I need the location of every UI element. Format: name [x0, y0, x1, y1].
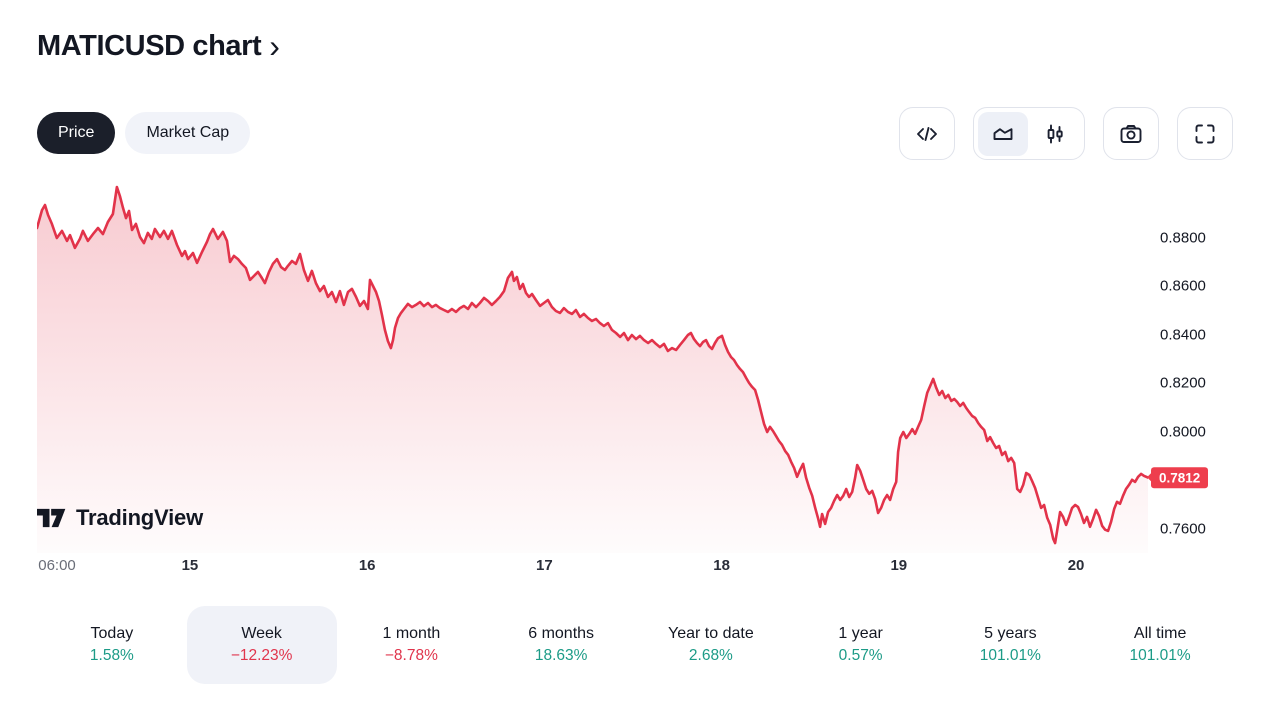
- tradingview-attribution[interactable]: TradingView: [37, 505, 203, 531]
- price-tab[interactable]: Price: [37, 112, 116, 154]
- x-axis-label: 18: [713, 557, 730, 574]
- candlestick-chart-button[interactable]: [1030, 112, 1080, 156]
- area-chart-icon: [993, 127, 1013, 140]
- range-button-week[interactable]: Week −12.23%: [186, 606, 337, 684]
- range-label: All time: [1133, 625, 1187, 642]
- area-fill: [37, 187, 1148, 553]
- y-axis-label: 0.8400: [1160, 326, 1206, 344]
- range-button-5-years[interactable]: 5 years 101.01%: [936, 606, 1086, 684]
- range-label: 5 years: [984, 625, 1037, 642]
- range-button-6-months[interactable]: 6 months 18.63%: [486, 606, 636, 684]
- tradingview-logo-text: TradingView: [76, 505, 203, 530]
- range-button-1-month[interactable]: 1 month −8.78%: [337, 606, 487, 684]
- range-change: −8.78%: [384, 647, 438, 664]
- y-axis-label: 0.8000: [1160, 423, 1206, 441]
- page-title[interactable]: MATICUSD chart ›: [37, 30, 280, 63]
- area-chart-button[interactable]: [978, 111, 1028, 156]
- fullscreen-icon: [1195, 124, 1215, 143]
- candlestick-chart-icon: [1047, 124, 1063, 143]
- range-change: 101.01%: [979, 647, 1041, 664]
- fullscreen-button[interactable]: [1177, 107, 1233, 160]
- range-button-year-to-date[interactable]: Year to date 2.68%: [636, 606, 786, 684]
- price-area-chart[interactable]: [37, 180, 1148, 553]
- y-axis-label: 0.8200: [1160, 374, 1206, 392]
- chart-type-switch: [973, 107, 1085, 160]
- x-axis-label: 20: [1067, 557, 1085, 574]
- y-axis-label: 0.8800: [1160, 229, 1206, 247]
- range-change: 0.57%: [838, 647, 883, 664]
- x-axis-label: 06:00: [38, 557, 76, 574]
- chevron-right-icon: ›: [269, 28, 280, 65]
- x-axis-label: 17: [536, 557, 553, 574]
- range-change: 101.01%: [1129, 647, 1191, 664]
- range-change: 18.63%: [534, 647, 588, 664]
- page-title-text: MATICUSD chart: [37, 30, 262, 62]
- x-axis-label: 15: [181, 557, 199, 574]
- current-price-badge: 0.7812: [1151, 466, 1209, 489]
- header: MATICUSD chart ›: [37, 30, 280, 63]
- range-change: −12.23%: [230, 647, 293, 664]
- price-marketcap-toggle: Price Market Cap: [37, 112, 251, 154]
- range-label: 1 month: [382, 625, 441, 642]
- range-change: 2.68%: [688, 647, 733, 664]
- price-line: [37, 185, 1148, 545]
- chart-toolbar: [899, 107, 1233, 160]
- range-button-today[interactable]: Today 1.58%: [37, 606, 187, 684]
- range-label: Today: [90, 625, 134, 642]
- range-label: 1 year: [838, 625, 883, 642]
- x-axis-label: 19: [890, 557, 908, 574]
- range-label: Week: [241, 625, 282, 642]
- range-button-1-year[interactable]: 1 year 0.57%: [786, 606, 936, 684]
- range-label: 6 months: [528, 625, 595, 642]
- y-axis-label: 0.7600: [1160, 520, 1206, 538]
- embed-code-button[interactable]: [899, 107, 955, 160]
- camera-icon: [1120, 124, 1142, 143]
- range-button-all-time[interactable]: All time 101.01%: [1085, 606, 1235, 684]
- tradingview-logo-icon: [37, 508, 66, 528]
- market-cap-tab[interactable]: Market Cap: [125, 112, 251, 154]
- y-axis-label: 0.8600: [1160, 277, 1206, 295]
- screenshot-button[interactable]: [1103, 107, 1159, 160]
- time-range-selector: Today 1.58% Week −12.23% 1 month −8.78% 6 mont…: [37, 606, 1235, 684]
- x-axis-label: 16: [358, 557, 376, 574]
- range-change: 1.58%: [89, 647, 134, 664]
- embed-code-icon: [917, 126, 937, 141]
- range-label: Year to date: [668, 625, 754, 642]
